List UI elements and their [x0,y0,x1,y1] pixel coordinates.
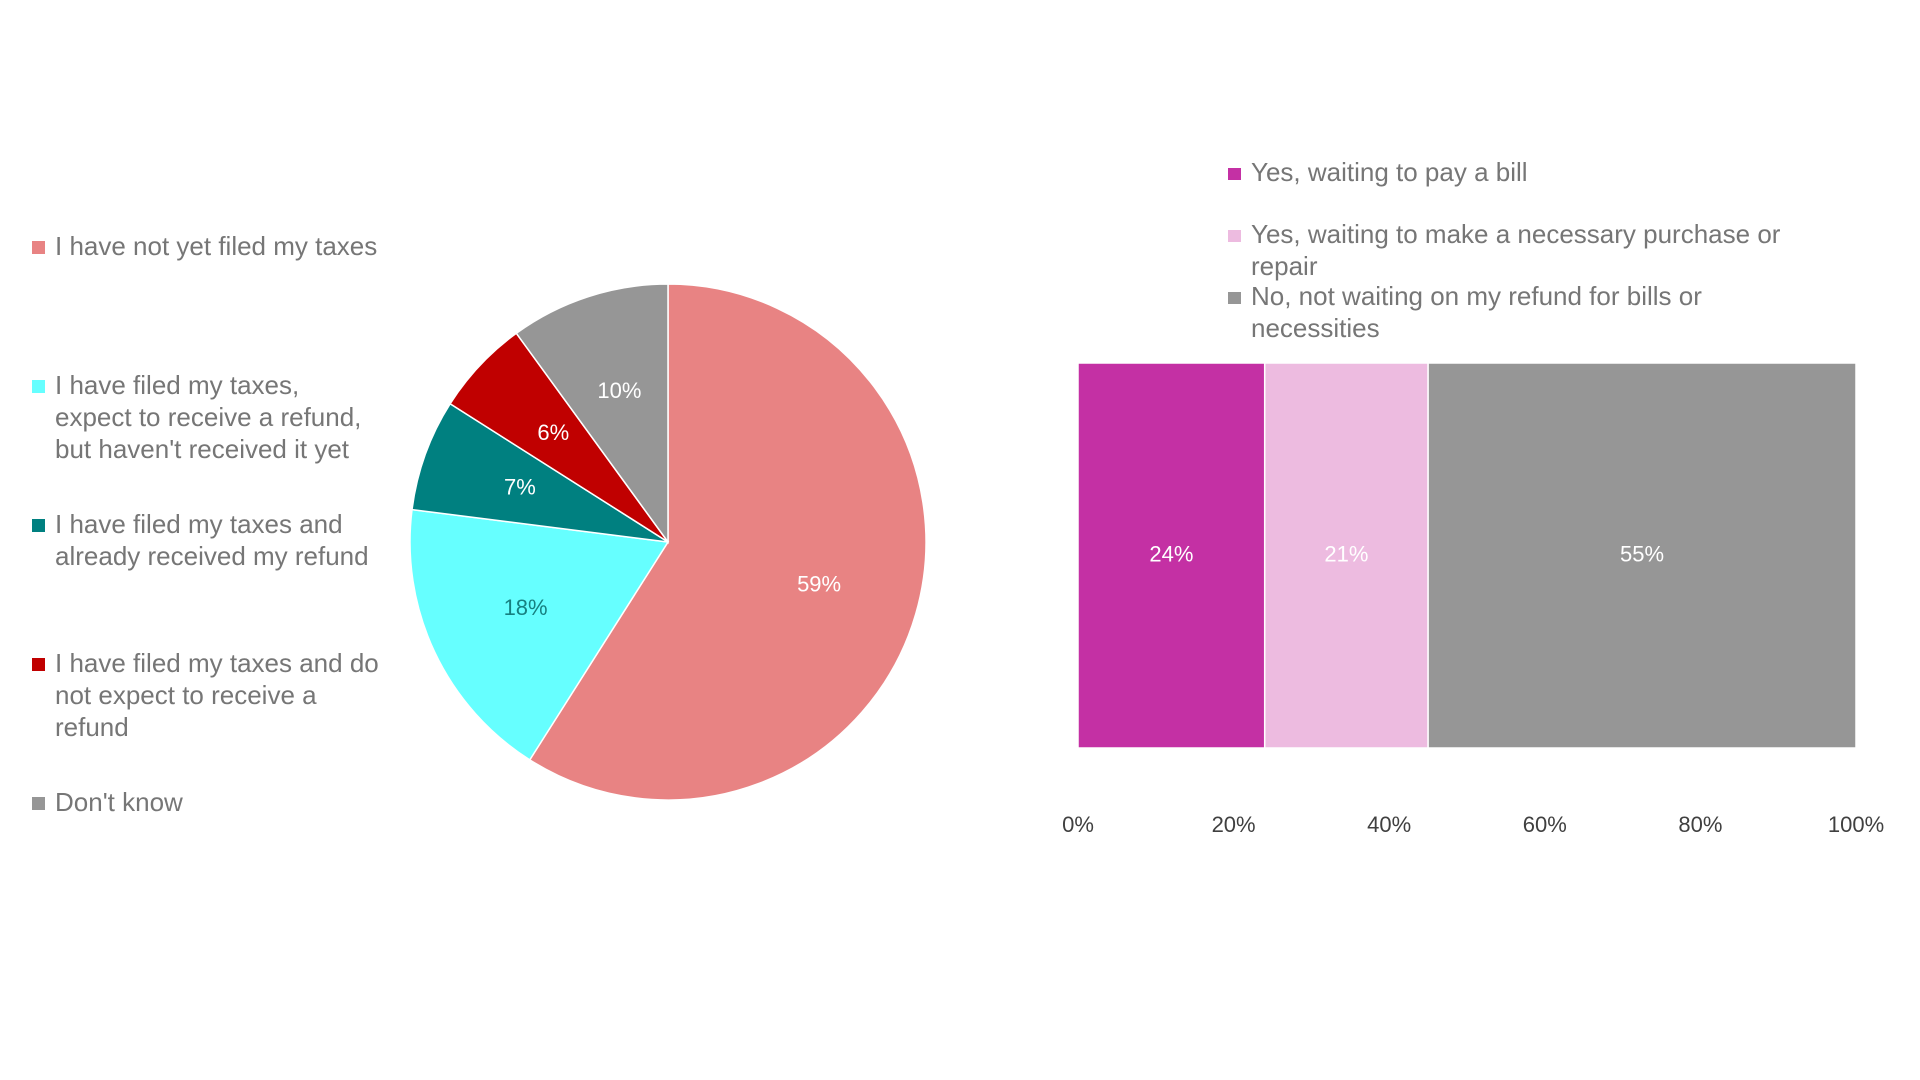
legend-label: Yes, waiting to pay a bill [1251,157,1528,187]
bar-segments [1077,362,1857,749]
legend-label: I have filed my taxes and already receiv… [55,509,369,571]
bar-data-label: 55% [1620,541,1664,566]
legend-swatch [32,658,45,671]
legend-label: I have filed my taxes, expect to receive… [55,370,362,464]
bar-segment [1427,362,1857,749]
pie-slices [409,283,927,801]
pie-data-label: 59% [797,572,841,597]
pie-data-label: 6% [537,420,569,445]
legend-label: I have filed my taxes and do not expect … [55,648,379,742]
legend-item-not-waiting: No, not waiting on my refund for bills o… [1228,280,1828,344]
legend-label: Yes, waiting to make a necessary purchas… [1251,219,1781,281]
x-tick-label: 0% [1062,812,1094,837]
legend-item-filed-received-refund: I have filed my taxes and already receiv… [32,508,382,572]
legend-swatch [32,797,45,810]
legend-item-not-filed: I have not yet filed my taxes [32,230,382,262]
bar-chart-legend: Yes, waiting to pay a bill Yes, waiting … [1228,0,1828,360]
pie-data-label: 10% [597,378,641,403]
legend-label: Don't know [55,787,183,817]
legend-label: No, not waiting on my refund for bills o… [1251,281,1702,343]
stacked-bar-chart: 24% 21% 55% 0% 20% 40% 60% 80% 100% [1062,362,1884,837]
legend-label: I have not yet filed my taxes [55,231,378,261]
pie-data-label: 18% [504,595,548,620]
legend-swatch [1228,292,1241,304]
pie-slice [528,283,927,801]
x-tick-label: 100% [1828,812,1884,837]
pie-chart-legend: I have not yet filed my taxes I have fil… [32,0,382,1080]
pie-slice [409,508,670,761]
bar-segment [1263,362,1429,749]
legend-swatch [1228,230,1241,242]
pie-data-label: 7% [504,475,536,500]
legend-item-pay-bill: Yes, waiting to pay a bill [1228,156,1828,188]
bar-data-label: 21% [1324,541,1368,566]
pie-slice [515,283,669,545]
x-tick-label: 80% [1678,812,1722,837]
bar-data-label: 24% [1149,541,1193,566]
legend-item-necessary-purchase: Yes, waiting to make a necessary purchas… [1228,218,1828,282]
legend-swatch [32,519,45,532]
x-tick-label: 40% [1367,812,1411,837]
legend-item-filed-expect-refund: I have filed my taxes, expect to receive… [32,369,382,465]
bar-data-labels: 24% 21% 55% [1149,541,1664,566]
pie-data-labels: 59% 18% 7% 6% 10% [504,378,842,620]
x-axis-tick-labels: 0% 20% 40% 60% 80% 100% [1062,812,1884,837]
bar-segment [1077,362,1266,749]
legend-swatch [1228,168,1241,180]
pie-chart: 59% 18% 7% 6% 10% [409,283,927,801]
legend-swatch [32,241,45,254]
x-tick-label: 20% [1212,812,1256,837]
legend-item-dont-know: Don't know [32,786,382,818]
pie-slice [411,402,669,543]
legend-item-filed-no-refund: I have filed my taxes and do not expect … [32,647,382,743]
legend-swatch [32,380,45,393]
x-tick-label: 60% [1523,812,1567,837]
